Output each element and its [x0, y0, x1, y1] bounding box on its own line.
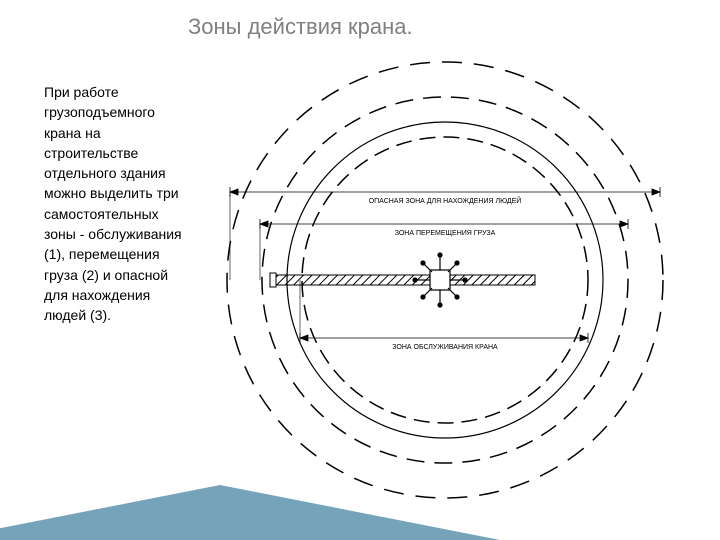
crane-rail-end-left — [270, 273, 276, 287]
crane-rail — [275, 275, 535, 285]
decorative-triangle — [0, 485, 500, 540]
label-service-zone: ЗОНА ОБСЛУЖИВАНИЯ КРАНА — [392, 344, 498, 351]
guide-line-inner — [300, 333, 588, 343]
crane-zones-diagram: ОПАСНАЯ ЗОНА ДЛЯ НАХОЖДЕНИЯ ЛЮДЕЙ ЗОНА П… — [180, 50, 710, 530]
page-title: Зоны действия крана. — [188, 14, 413, 40]
label-danger-zone: ОПАСНАЯ ЗОНА ДЛЯ НАХОЖДЕНИЯ ЛЮДЕЙ — [369, 196, 522, 205]
label-cargo-zone: ЗОНА ПЕРЕМЕЩЕНИЯ ГРУЗА — [395, 230, 496, 237]
crane-icon — [413, 253, 467, 307]
description-text: При работе грузоподъемного крана на стро… — [44, 82, 184, 326]
guide-line-outer — [230, 187, 660, 197]
